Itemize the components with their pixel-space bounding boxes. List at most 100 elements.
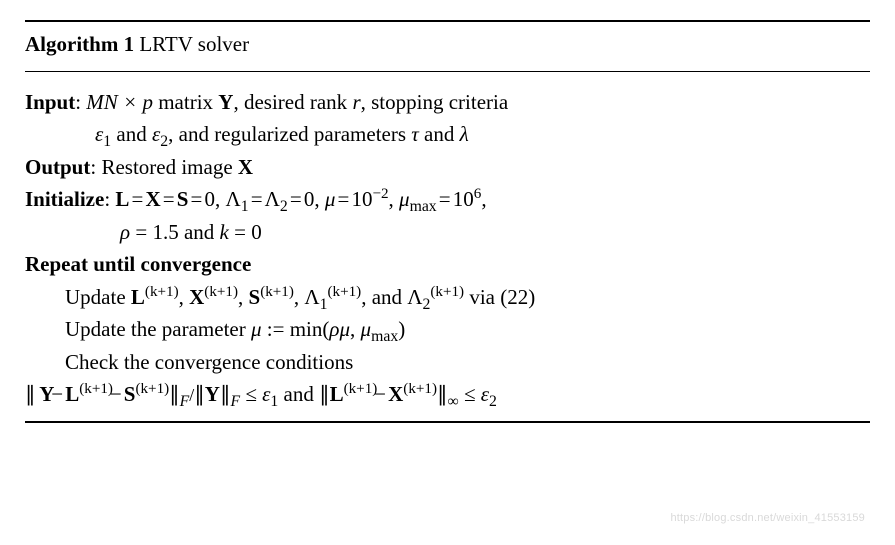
eq: = xyxy=(229,220,251,244)
repeat-text: Repeat until convergence xyxy=(25,252,251,276)
watermark: https://blog.csdn.net/weixin_41553159 xyxy=(670,510,865,527)
matrix-dims: MN × p xyxy=(86,90,153,114)
and: and xyxy=(278,382,319,406)
mu-max: 10 xyxy=(453,187,474,211)
lambda: λ xyxy=(460,122,469,146)
Lam1: Λ xyxy=(225,187,240,211)
sep: , xyxy=(179,285,190,309)
sep: , xyxy=(294,285,305,309)
sym-r: r xyxy=(352,90,360,114)
repeat-label: Repeat until convergence xyxy=(25,248,870,281)
algorithm-body: Input: MN × p matrix Y, desired rank r, … xyxy=(25,86,870,411)
txt: , desired rank xyxy=(233,90,352,114)
algorithm-title: Algorithm 1 LRTV solver xyxy=(25,26,870,65)
mu-init-exp: −2 xyxy=(372,186,388,202)
mu-init: 10 xyxy=(351,187,372,211)
no2: ∥ xyxy=(194,382,205,406)
assign: := min( xyxy=(262,317,330,341)
sep: , xyxy=(389,187,400,211)
txt: , and regularized parameters xyxy=(168,122,411,146)
rule-mid xyxy=(25,71,870,72)
check-line: Check the convergence conditions xyxy=(25,346,870,379)
uv-Lam1-sup: (k+1) xyxy=(328,284,362,300)
update-vars-line: Update L(k+1), X(k+1), S(k+1), Λ1(k+1), … xyxy=(25,281,870,314)
uv-S: S xyxy=(249,285,261,309)
eps2-sub: 2 xyxy=(160,133,168,150)
zero: 0 xyxy=(204,187,215,211)
uv-X-sup: (k+1) xyxy=(204,284,238,300)
via: via (22) xyxy=(464,285,535,309)
Y2: Y xyxy=(205,382,220,406)
Lam2: Λ xyxy=(265,187,280,211)
nc2: ∥ xyxy=(220,382,231,406)
mu: μ xyxy=(251,317,262,341)
mu-max-sub: max xyxy=(371,329,398,346)
input-line-2: ε1 and ε2, and regularized parameters τ … xyxy=(25,118,870,151)
uv-Lam1: Λ xyxy=(304,285,319,309)
update-mu-line: Update the parameter μ := min(ρμ, μmax) xyxy=(25,313,870,346)
output-label: Output xyxy=(25,155,90,179)
rule-top xyxy=(25,20,870,22)
mu-max-exp: 6 xyxy=(474,186,482,202)
inf: ∞ xyxy=(447,394,458,411)
zero2: 0 xyxy=(304,187,315,211)
nc: ∥ xyxy=(169,382,180,406)
input-line-1: Input: MN × p matrix Y, desired rank r, … xyxy=(25,86,870,119)
eps1-sub: 1 xyxy=(103,133,111,150)
init-label: Initialize xyxy=(25,187,104,211)
sep: , xyxy=(314,187,325,211)
L2: L xyxy=(330,382,344,406)
no: ∥ xyxy=(25,382,36,406)
S-sup: (k+1) xyxy=(135,381,169,397)
convergence-line: ∥Y− L(k+1)− S(k+1)∥F/∥Y∥F ≤ ε1 and ∥L(k+… xyxy=(25,378,870,411)
uv-Lam1-sub: 1 xyxy=(320,296,328,313)
sep: , xyxy=(238,285,249,309)
title-name: LRTV solver xyxy=(139,32,249,56)
close: ) xyxy=(398,317,405,341)
L-sup: (k+1) xyxy=(79,381,113,397)
title-prefix: Algorithm xyxy=(25,32,118,56)
txt: and xyxy=(419,122,460,146)
L: L xyxy=(65,382,79,406)
sep: , xyxy=(350,317,361,341)
nc3: ∥ xyxy=(437,382,448,406)
rule-bottom xyxy=(25,421,870,423)
no3: ∥ xyxy=(319,382,330,406)
uv-L: L xyxy=(131,285,145,309)
le1: ≤ xyxy=(240,382,262,406)
output-line: Output: Restored image X xyxy=(25,151,870,184)
k-val: 0 xyxy=(251,220,262,244)
txt: and xyxy=(111,122,152,146)
S: S xyxy=(124,382,136,406)
txt: , stopping criteria xyxy=(361,90,509,114)
le2: ≤ xyxy=(459,382,481,406)
k: k xyxy=(220,220,229,244)
mu2: μ xyxy=(399,187,410,211)
rho-val: 1.5 xyxy=(152,220,178,244)
uv-S-sup: (k+1) xyxy=(260,284,294,300)
sep: , xyxy=(215,187,226,211)
rho: ρ xyxy=(120,220,130,244)
mu2: μ xyxy=(339,317,350,341)
rho: ρ xyxy=(329,317,339,341)
eq: = xyxy=(130,220,152,244)
and: and xyxy=(179,220,220,244)
init-line-2: ρ = 1.5 and k = 0 xyxy=(25,216,870,249)
colon: : xyxy=(75,90,86,114)
uv-X: X xyxy=(189,285,204,309)
sym-Y: Y xyxy=(218,90,233,114)
tau: τ xyxy=(411,122,419,146)
X: X xyxy=(388,382,403,406)
txt: matrix xyxy=(153,90,218,114)
check-text: Check the convergence conditions xyxy=(65,350,353,374)
init-line-1: Initialize: L = X = S = 0, Λ1 = Λ2 = 0, … xyxy=(25,183,870,216)
uv-L-sup: (k+1) xyxy=(145,284,179,300)
F1: F xyxy=(180,394,190,411)
uv-Lam2-sup: (k+1) xyxy=(430,284,464,300)
L2-sup: (k+1) xyxy=(344,381,378,397)
eps-b-sub: 2 xyxy=(489,394,497,411)
uv-Lam2: Λ xyxy=(407,285,422,309)
prefix: Update the parameter xyxy=(65,317,251,341)
title-number: 1 xyxy=(124,32,135,56)
eps-b: ε xyxy=(481,382,489,406)
